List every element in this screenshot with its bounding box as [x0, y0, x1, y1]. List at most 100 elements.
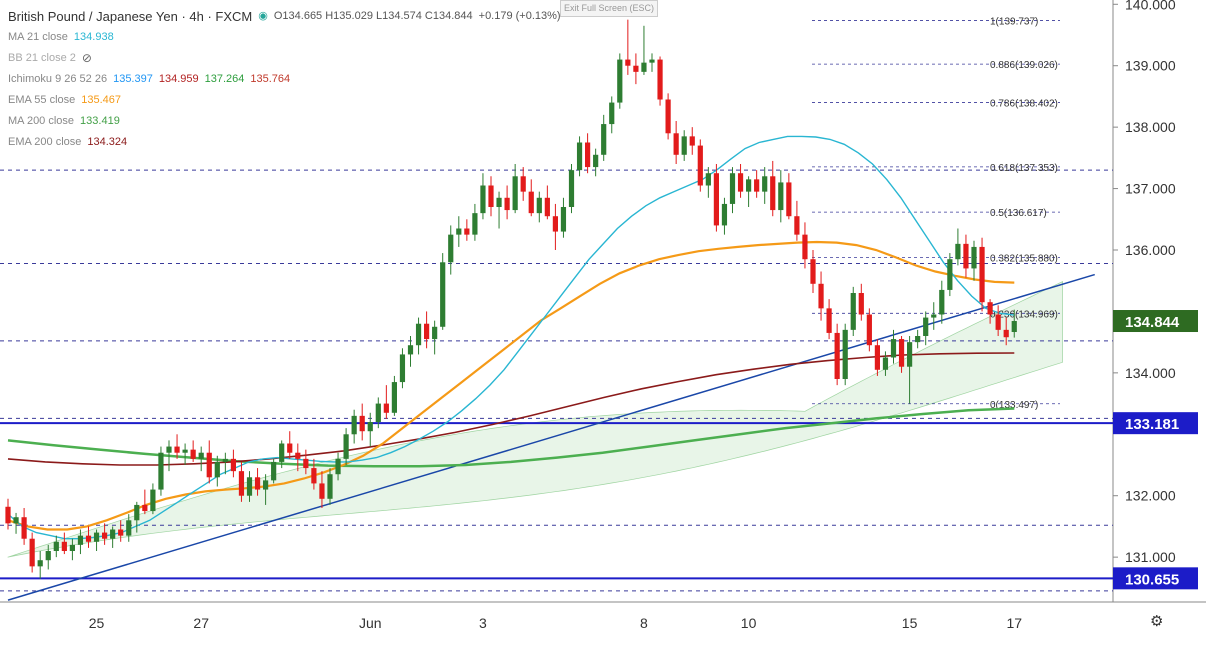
candle-body: [552, 216, 558, 232]
candle-body: [311, 468, 317, 484]
price-badge-label: 130.655: [1125, 571, 1179, 588]
candle-body: [303, 458, 309, 469]
fib-level-label: 1(139.737): [990, 16, 1038, 27]
indicator-bb21[interactable]: BB 21 close 2 ⊘: [8, 48, 561, 69]
indicator-ema200[interactable]: EMA 200 close 134.324: [8, 132, 561, 153]
candle-body: [536, 197, 542, 214]
candle-body: [915, 336, 921, 343]
candle-body: [697, 145, 703, 186]
candle-body: [681, 136, 687, 155]
candle-body: [93, 532, 100, 542]
candle-body: [721, 203, 728, 226]
candle-body: [263, 480, 269, 490]
candle-body: [568, 170, 575, 207]
indicator-value: 134.959: [158, 73, 199, 85]
x-tick-label: 25: [89, 615, 105, 631]
indicator-value: 133.419: [80, 115, 120, 127]
x-tick-label: 3: [479, 615, 487, 631]
candle-body: [609, 102, 615, 125]
candle-body: [850, 293, 856, 330]
ichimoku-cloud: [7, 280, 1063, 558]
candle-body: [327, 474, 333, 499]
indicator-ichimoku[interactable]: Ichimoku 9 26 52 26 135.397 134.959 137.…: [8, 69, 561, 90]
candle-body: [13, 517, 19, 524]
candle-body: [923, 317, 929, 336]
candle-body: [786, 182, 792, 217]
candle-body: [198, 452, 204, 459]
indicator-label: MA 21 close: [8, 31, 68, 43]
price-badge: [1113, 567, 1198, 590]
x-tick-label: 17: [1006, 615, 1022, 631]
settings-gear-icon[interactable]: ⚙: [1150, 613, 1164, 630]
candle-body: [45, 551, 51, 561]
candle-body: [657, 59, 663, 100]
candle-body: [142, 504, 148, 512]
fib-level-label: 0.236(134.969): [990, 309, 1058, 320]
candle-body: [746, 179, 752, 192]
candle-body: [818, 283, 824, 309]
candle-body: [737, 173, 744, 192]
candle-body: [343, 434, 349, 459]
candle-body: [625, 59, 631, 66]
candle-body: [963, 243, 969, 269]
candle-body: [713, 173, 719, 226]
candle-body: [399, 354, 406, 383]
candle-body: [794, 216, 800, 235]
candle-body: [1011, 321, 1017, 333]
market-status-icon: ◉: [258, 10, 268, 22]
candle-body: [617, 59, 623, 103]
fib-level-label: 0.5(136.617): [990, 208, 1047, 219]
candles-group: [5, 19, 1017, 579]
indicator-ma21[interactable]: MA 21 close 134.938: [8, 27, 561, 48]
candle-body: [61, 541, 67, 551]
candle-body: [947, 259, 953, 290]
indicator-label: BB 21 close 2: [8, 52, 76, 64]
indicator-value: 134.938: [73, 31, 114, 43]
indicator-ma200[interactable]: MA 200 close 133.419: [8, 111, 561, 132]
candle-body: [633, 65, 639, 72]
indicator-value: 135.764: [250, 73, 291, 85]
candle-body: [979, 246, 985, 303]
candle-body: [319, 483, 325, 499]
y-tick-label: 132.000: [1125, 488, 1176, 504]
candle-body: [464, 228, 470, 235]
y-tick-label: 139.000: [1125, 58, 1176, 74]
fib-level-label: 0.886(139.026): [990, 60, 1058, 71]
candle-body: [190, 449, 196, 459]
candle-body: [407, 345, 414, 355]
candle-body: [826, 308, 832, 333]
x-tick-label: 8: [640, 615, 648, 631]
candle-body: [29, 538, 35, 567]
candle-body: [665, 99, 671, 134]
candle-body: [858, 293, 864, 315]
candle-body: [576, 142, 583, 171]
x-tick-label: 10: [741, 615, 757, 631]
candle-body: [560, 207, 567, 232]
candle-body: [866, 314, 872, 346]
indicator-label: Ichimoku 9 26 52 26: [8, 73, 108, 85]
indicator-value: 134.324: [87, 136, 128, 148]
candle-body: [705, 173, 711, 186]
y-tick-label: 136.000: [1125, 242, 1176, 258]
candle-body: [287, 443, 293, 453]
candle-body: [126, 520, 132, 536]
candle-body: [53, 541, 59, 551]
y-tick-label: 138.000: [1125, 119, 1176, 135]
indicator-label: MA 200 close: [8, 115, 75, 127]
hidden-eye-icon[interactable]: ⊘: [81, 51, 92, 65]
candle-body: [882, 357, 889, 370]
candle-body: [528, 191, 534, 214]
price-change: +0.179 (+0.13%): [478, 10, 561, 22]
candle-body: [37, 560, 43, 567]
indicator-ema55[interactable]: EMA 55 close 135.467: [8, 90, 561, 111]
candle-body: [367, 422, 373, 432]
candle-body: [166, 446, 172, 453]
candle-body: [432, 326, 438, 340]
exit-fullscreen-button[interactable]: Exit Full Screen (ESC): [560, 0, 658, 17]
candle-body: [955, 243, 961, 260]
candle-body: [601, 124, 607, 155]
fib-level-label: 0.382(135.880): [990, 253, 1058, 264]
candle-body: [375, 403, 381, 422]
candle-body: [585, 142, 591, 168]
